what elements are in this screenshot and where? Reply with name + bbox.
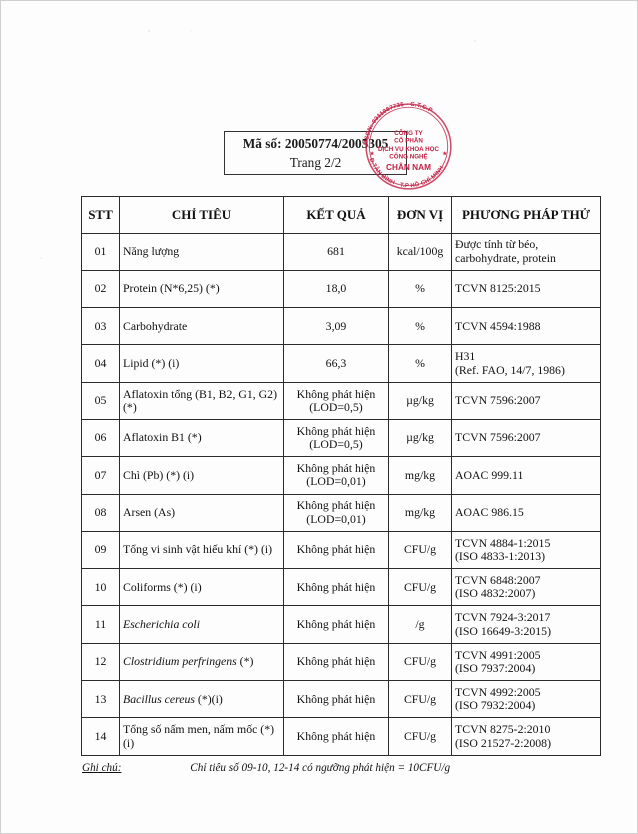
svg-text:CÔNG TY: CÔNG TY <box>394 129 423 137</box>
svg-text:CỔ PHẦN: CỔ PHẦN <box>394 138 423 145</box>
svg-text:Đ.TÂN BÌNH - T.P HỒ CHÍ MINH: Đ.TÂN BÌNH - T.P HỒ CHÍ MINH <box>367 158 444 190</box>
svg-text:★: ★ <box>369 151 374 157</box>
svg-text:DỊCH VỤ KHOA HỌC: DỊCH VỤ KHOA HỌC <box>377 146 439 153</box>
svg-text:★: ★ <box>442 151 447 157</box>
svg-text:CÔNG NGHỆ: CÔNG NGHỆ <box>389 153 427 161</box>
svg-text:CHÂN NAM: CHÂN NAM <box>386 161 431 172</box>
